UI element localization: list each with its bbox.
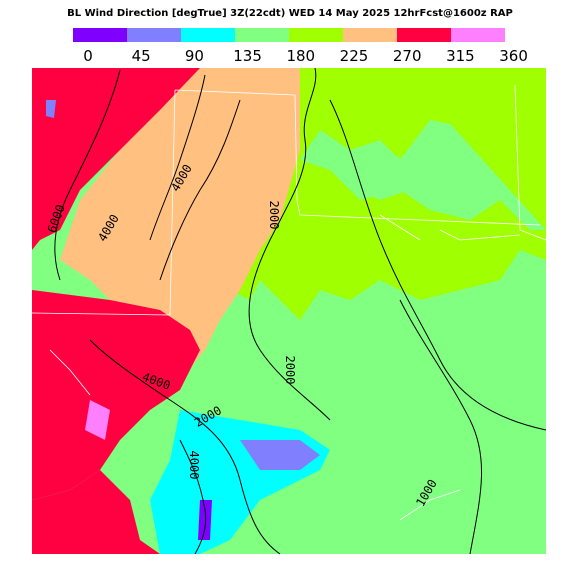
colorbar-tick-label: 225 bbox=[340, 47, 369, 65]
contour-line bbox=[159, 99, 241, 281]
colorbar-tick-label: 90 bbox=[185, 47, 204, 65]
contour-label: 2000 bbox=[283, 356, 297, 385]
state-borders bbox=[31, 84, 547, 521]
colorbar: 0 45 90 135 180 225 270 315 360 bbox=[73, 28, 528, 65]
colorbar-segment bbox=[127, 28, 181, 42]
colorbar-tick-label: 360 bbox=[499, 47, 528, 65]
colorbar-tick-label: 45 bbox=[132, 47, 151, 65]
colorbar-segment bbox=[73, 28, 127, 42]
colorbar-tick-label: 180 bbox=[286, 47, 315, 65]
colorbar-segment bbox=[235, 28, 289, 42]
region-45 bbox=[240, 440, 320, 470]
region-270-sw bbox=[32, 470, 160, 554]
contour-line bbox=[54, 69, 121, 281]
region-0 bbox=[198, 500, 212, 540]
contour-line bbox=[399, 299, 483, 555]
colorbar-tick-label: 270 bbox=[393, 47, 422, 65]
contour-label: 4000 bbox=[187, 451, 201, 480]
colorbar-tick-label: 135 bbox=[233, 47, 262, 65]
region-135 bbox=[345, 150, 420, 200]
contour-label: 2000 bbox=[267, 201, 281, 230]
map-title: BL Wind Direction [degTrue] 3Z(22cdt) WE… bbox=[67, 8, 513, 19]
colorbar-tick-label: 0 bbox=[83, 47, 93, 65]
region-45-nw bbox=[46, 100, 56, 118]
region-270-south bbox=[32, 290, 200, 500]
contour-line bbox=[89, 339, 281, 555]
colorbar-segment bbox=[343, 28, 397, 42]
region-270 bbox=[32, 68, 200, 250]
contour-line bbox=[149, 74, 206, 241]
colorbar-segment bbox=[451, 28, 505, 42]
contour-line bbox=[248, 67, 331, 421]
contour-line bbox=[329, 99, 547, 431]
colorbar-tick-label: 315 bbox=[446, 47, 475, 65]
colorbar-segment bbox=[289, 28, 343, 42]
contour-line bbox=[179, 439, 207, 555]
region-315 bbox=[85, 400, 110, 440]
colorbar-segment bbox=[181, 28, 235, 42]
colorbar-segment bbox=[397, 28, 451, 42]
